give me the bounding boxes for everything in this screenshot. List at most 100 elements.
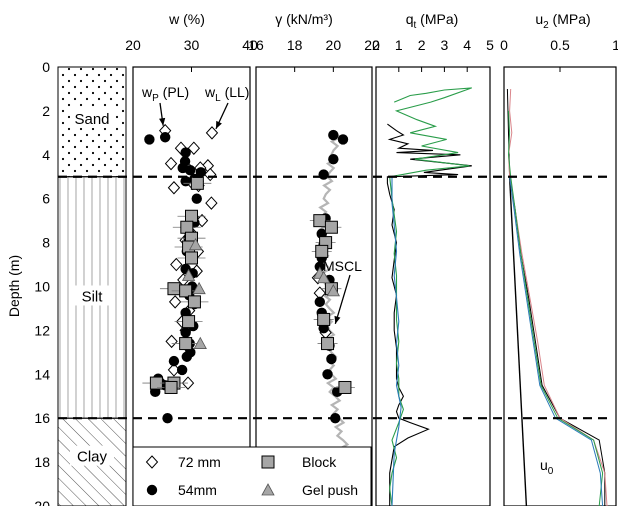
marker-block xyxy=(317,312,331,326)
u0-line xyxy=(508,176,528,506)
legend-label: 72 mm xyxy=(178,454,221,470)
qt-axis-tick-label: 5 xyxy=(486,37,494,53)
marker-gel-push xyxy=(316,270,331,284)
marker-block xyxy=(187,295,201,309)
depth-axis-label: Depth (m) xyxy=(6,255,22,317)
wp-arrow-head xyxy=(159,117,166,126)
u2-axis-tick-label: 1 xyxy=(612,37,618,53)
depth-tick-label: 18 xyxy=(34,454,50,470)
soil-layer-label: Sand xyxy=(74,111,109,128)
qt-axis-tick-label: 2 xyxy=(418,37,426,53)
marker-54mm xyxy=(180,175,191,187)
marker-block xyxy=(167,282,181,296)
wl-annotation: wL (LL) xyxy=(204,84,249,104)
u2-axis-tick-label: 0.5 xyxy=(550,37,570,53)
pore-pressure-panel: 0 0.5 1 xyxy=(500,37,618,506)
marker-54mm xyxy=(176,364,188,376)
marker-gel-push xyxy=(181,268,196,281)
gamma-axis-tick-label: 22 xyxy=(364,37,380,53)
marker-54mm xyxy=(146,484,158,496)
qt-axis-tick-label: 0 xyxy=(372,37,380,53)
depth-tick-label: 8 xyxy=(42,235,50,251)
soil-label-bg xyxy=(70,285,114,306)
soil-layer-label: Clay xyxy=(77,449,108,466)
marker-54mm xyxy=(328,129,339,141)
marker-54mm xyxy=(318,169,329,180)
marker-54mm xyxy=(180,147,191,158)
marker-54mm xyxy=(180,327,191,338)
mscl-arrow-head xyxy=(334,315,341,324)
water-content-panel: 20 30 40 xyxy=(125,37,258,506)
qt-axis-tick-label: 3 xyxy=(441,37,449,53)
legend-label: Block xyxy=(302,454,337,470)
depth-tick-label: 14 xyxy=(34,366,50,382)
marker-72mm xyxy=(164,156,178,171)
soil-label-bg xyxy=(70,107,114,128)
depth-tick-label: 0 xyxy=(42,59,50,75)
mscl-annotation: MSCL xyxy=(323,258,362,274)
marker-block xyxy=(324,220,338,234)
u2-axis-title: u2 (MPa) xyxy=(535,11,590,31)
marker-gel-push xyxy=(188,237,203,251)
soil-column-panel: Sand Silt Clay xyxy=(57,66,127,506)
marker-block xyxy=(313,214,327,228)
qt-axis-tick-label: 1 xyxy=(395,37,403,53)
depth-tick-label: 12 xyxy=(34,322,50,338)
qt-trace-0 xyxy=(386,123,472,506)
mscl-arrow xyxy=(334,274,351,325)
depth-tick-labels: 0 2 4 6 8 10 12 14 16 18 20 xyxy=(34,59,50,506)
w-axis-title: w (%) xyxy=(168,11,205,27)
u2-trace-3 xyxy=(507,110,604,506)
depth-tick-label: 2 xyxy=(42,103,50,119)
marker-54mm xyxy=(322,369,333,380)
marker-54mm xyxy=(195,167,207,178)
gamma-axis-tick-label: 16 xyxy=(248,37,264,53)
marker-54mm xyxy=(314,296,325,308)
depth-tick-label: 10 xyxy=(34,279,50,295)
marker-54mm xyxy=(326,353,337,365)
marker-gel-push xyxy=(193,336,207,349)
qt-axis-title: qt (MPa) xyxy=(406,11,459,31)
marker-gel-push xyxy=(261,483,275,496)
soil-label-bg xyxy=(70,445,114,466)
u2-trace-4 xyxy=(509,176,604,506)
marker-block xyxy=(179,337,193,351)
marker-72mm xyxy=(168,295,182,309)
marker-72mm xyxy=(205,196,218,210)
marker-gel-push xyxy=(326,284,341,297)
marker-54mm xyxy=(191,193,202,204)
marker-72mm xyxy=(170,257,183,272)
w-axis-tick-label: 20 xyxy=(125,37,141,53)
annotation-arrows xyxy=(159,102,351,325)
marker-72mm xyxy=(167,180,181,195)
soil-layer-label: Silt xyxy=(82,288,104,305)
unit-weight-panel: 16 18 20 22 xyxy=(248,37,380,506)
marker-72mm xyxy=(187,141,201,155)
depth-tick-label: 6 xyxy=(42,191,50,207)
gamma-axis-tick-label: 20 xyxy=(326,37,342,53)
wp-annotation: wP (PL) xyxy=(141,84,189,104)
marker-block xyxy=(164,380,178,394)
marker-54mm xyxy=(337,134,349,145)
legend-label: Gel push xyxy=(302,482,358,498)
marker-block xyxy=(338,380,352,394)
legend-label: 54mm xyxy=(178,482,217,498)
w-axis-tick-label: 30 xyxy=(184,37,200,53)
marker-block xyxy=(261,455,275,469)
marker-72mm xyxy=(181,376,195,390)
marker-gel-push xyxy=(192,281,206,295)
u0-annotation: u0 xyxy=(540,457,554,477)
depth-tick-label: 4 xyxy=(42,147,50,163)
marker-block xyxy=(185,209,198,223)
marker-block xyxy=(321,337,335,351)
marker-block xyxy=(179,284,193,298)
u2-trace-1 xyxy=(506,88,606,506)
marker-72mm xyxy=(145,455,159,469)
marker-72mm xyxy=(205,126,219,140)
depth-tick-label: 20 xyxy=(34,498,50,506)
marker-block xyxy=(180,220,194,234)
u2-axis-tick-label: 0 xyxy=(500,37,508,53)
marker-54mm xyxy=(328,153,339,165)
